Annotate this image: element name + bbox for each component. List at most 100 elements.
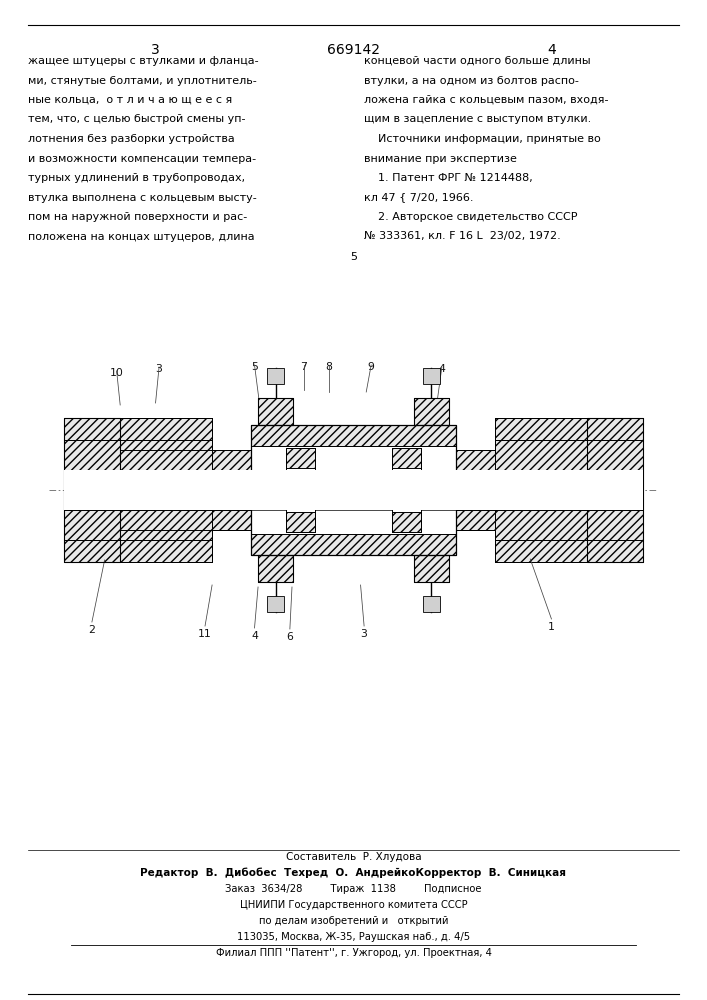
Text: и возможности компенсации темпера-: и возможности компенсации темпера- <box>28 154 257 164</box>
Text: 11: 11 <box>198 629 212 639</box>
Bar <box>212 510 297 530</box>
Text: Филиал ППП ''Патент'', г. Ужгород, ул. Проектная, 4: Филиал ППП ''Патент'', г. Ужгород, ул. П… <box>216 948 491 958</box>
Text: щим в зацепление с выступом втулки.: щим в зацепление с выступом втулки. <box>364 114 591 124</box>
Bar <box>258 555 293 582</box>
Bar <box>212 470 297 510</box>
Bar <box>392 512 421 532</box>
Bar <box>251 425 456 446</box>
Text: внимание при экспертизе: внимание при экспертизе <box>364 154 517 164</box>
Bar <box>258 398 293 425</box>
Text: 4: 4 <box>547 43 556 57</box>
Bar <box>251 534 456 555</box>
Bar <box>120 450 297 470</box>
Bar <box>267 596 284 612</box>
Text: жащее штуцеры с втулками и фланца-: жащее штуцеры с втулками и фланца- <box>28 56 259 66</box>
Text: Редактор  В.  Дибобес  Техред  О.  АндрейкоКорректор  В.  Синицкая: Редактор В. Дибобес Техред О. АндрейкоКо… <box>141 868 566 879</box>
Text: 3: 3 <box>156 364 163 374</box>
Bar <box>64 418 120 440</box>
Text: Заказ  3634/28         Тираж  1138         Подписное: Заказ 3634/28 Тираж 1138 Подписное <box>226 884 481 894</box>
Bar <box>423 368 440 384</box>
Bar <box>212 450 297 470</box>
Text: 3: 3 <box>361 629 368 639</box>
Bar <box>251 425 456 555</box>
Text: 7: 7 <box>300 362 308 372</box>
Text: концевой части одного больше длины: концевой части одного больше длины <box>364 56 591 66</box>
Bar <box>587 470 643 510</box>
Bar <box>587 418 643 562</box>
Bar <box>258 555 293 582</box>
Bar <box>120 470 297 510</box>
Bar <box>495 418 587 440</box>
Bar <box>64 440 120 540</box>
Text: A: A <box>353 483 358 491</box>
Bar <box>495 440 587 470</box>
Bar <box>64 470 643 510</box>
Bar <box>258 398 293 425</box>
Text: ные кольца,  о т л и ч а ю щ е е с я: ные кольца, о т л и ч а ю щ е е с я <box>28 95 233 105</box>
Text: 3: 3 <box>151 43 160 57</box>
Text: 5: 5 <box>350 252 357 262</box>
Bar <box>414 398 449 425</box>
Bar <box>423 596 440 612</box>
Bar <box>410 510 495 530</box>
Bar <box>286 512 315 532</box>
Bar <box>267 368 284 384</box>
Bar <box>120 440 212 470</box>
Text: 4: 4 <box>438 364 445 374</box>
Bar <box>587 540 643 562</box>
Bar <box>414 555 449 582</box>
Text: № 333361, кл. F 16 L  23/02, 1972.: № 333361, кл. F 16 L 23/02, 1972. <box>364 232 561 241</box>
Bar <box>495 440 587 540</box>
Bar <box>64 440 120 470</box>
Bar <box>286 448 315 532</box>
Bar <box>587 418 643 440</box>
Text: 2. Авторское свидетельство СССР: 2. Авторское свидетельство СССР <box>364 212 578 222</box>
Text: турных удлинений в трубопроводах,: турных удлинений в трубопроводах, <box>28 173 245 183</box>
Bar <box>392 448 421 468</box>
Text: 113035, Москва, Ж-35, Раушская наб., д. 4/5: 113035, Москва, Ж-35, Раушская наб., д. … <box>237 932 470 942</box>
Text: втулка выполнена с кольцевым высту-: втулка выполнена с кольцевым высту- <box>28 193 257 203</box>
Bar <box>414 555 449 582</box>
Text: 6: 6 <box>286 632 293 642</box>
Bar <box>587 440 643 470</box>
Bar <box>64 540 120 562</box>
Bar <box>64 470 120 510</box>
Bar <box>120 418 212 440</box>
Bar <box>410 450 495 470</box>
Text: пом на наружной поверхности и рас-: пом на наружной поверхности и рас- <box>28 212 247 222</box>
Bar <box>120 510 212 540</box>
Text: Составитель  Р. Хлудова: Составитель Р. Хлудова <box>286 852 421 862</box>
Text: ЦНИИПИ Государственного комитета СССР: ЦНИИПИ Государственного комитета СССР <box>240 900 467 910</box>
Bar <box>340 481 346 499</box>
Text: Источники информации, принятые во: Источники информации, принятые во <box>364 134 601 144</box>
Text: 2: 2 <box>88 625 95 635</box>
Text: 4: 4 <box>251 631 258 641</box>
Bar <box>392 448 421 532</box>
Text: положена на концах штуцеров, длина: положена на концах штуцеров, длина <box>28 232 255 241</box>
Bar <box>361 481 368 499</box>
Text: ложена гайка с кольцевым пазом, входя-: ложена гайка с кольцевым пазом, входя- <box>364 95 609 105</box>
Bar <box>495 510 587 540</box>
Bar <box>251 446 456 534</box>
Bar <box>64 510 120 540</box>
Bar <box>120 440 212 540</box>
Bar <box>392 468 421 512</box>
Text: лотнения без разборки устройства: лотнения без разборки устройства <box>28 134 235 144</box>
Text: 5: 5 <box>251 362 258 372</box>
Text: по делам изобретений и   открытий: по делам изобретений и открытий <box>259 916 448 926</box>
Bar <box>120 540 212 562</box>
Bar <box>495 470 587 510</box>
Text: 1: 1 <box>548 622 555 632</box>
Bar <box>495 540 587 562</box>
Bar <box>286 448 315 468</box>
Text: 8: 8 <box>325 362 332 372</box>
Bar <box>286 468 315 512</box>
Text: 10: 10 <box>110 368 124 378</box>
Bar <box>120 510 297 530</box>
Bar <box>587 440 643 540</box>
Text: тем, что, с целью быстрой смены уп-: тем, что, с целью быстрой смены уп- <box>28 114 246 124</box>
Text: 1. Патент ФРГ № 1214488,: 1. Патент ФРГ № 1214488, <box>364 173 533 183</box>
Bar <box>410 470 495 510</box>
Bar <box>64 418 120 562</box>
Text: 669142: 669142 <box>327 43 380 57</box>
